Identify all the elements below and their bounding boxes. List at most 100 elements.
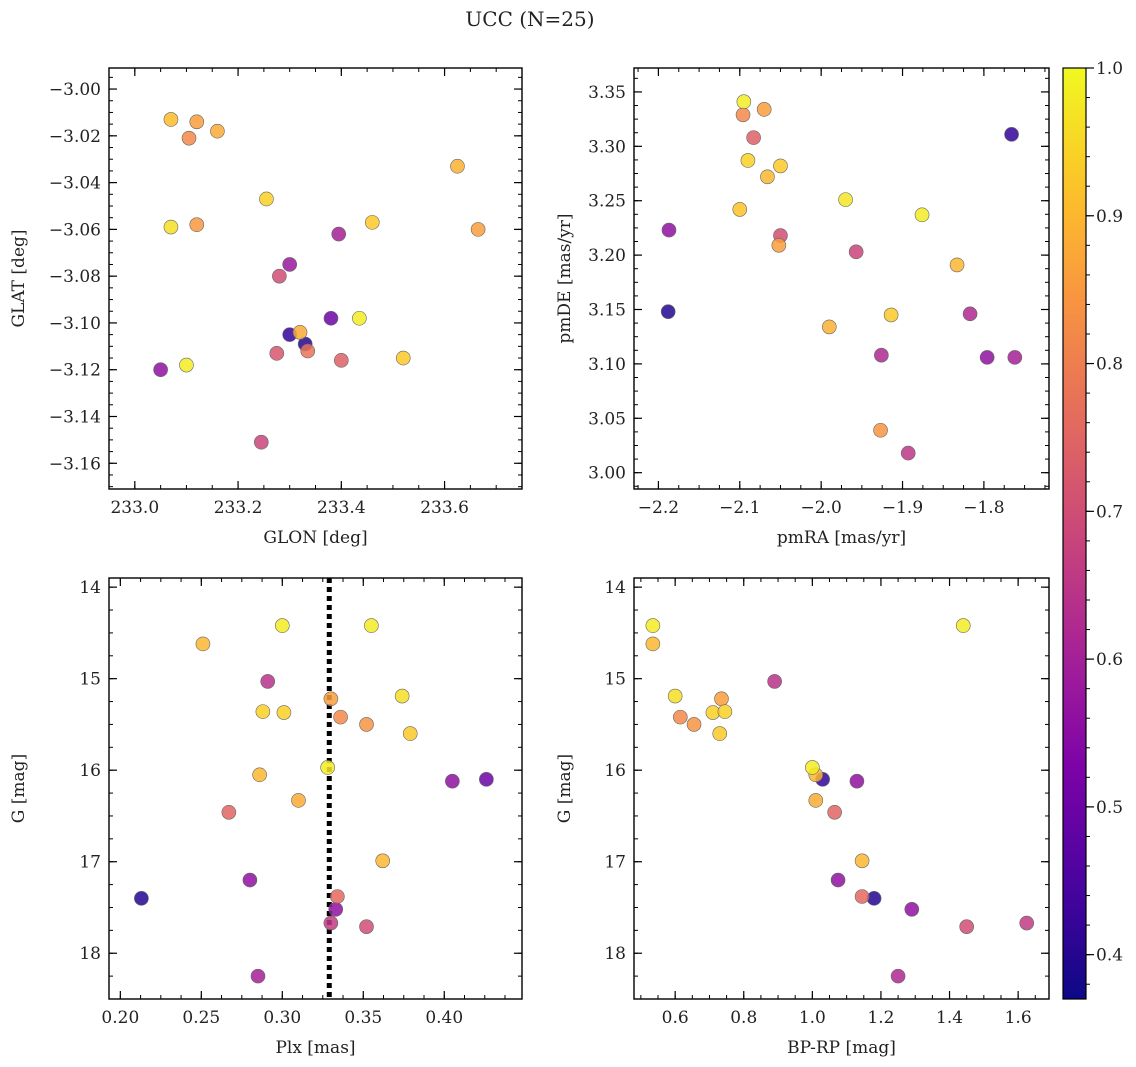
y-tick-label: 3.00 bbox=[588, 464, 626, 484]
scatter-point bbox=[979, 350, 995, 365]
scatter-point bbox=[821, 319, 837, 335]
y-tick-label: 15 bbox=[604, 670, 626, 690]
scatter-point bbox=[259, 191, 274, 207]
scatter-point bbox=[189, 217, 205, 233]
y-tick-label: 3.10 bbox=[588, 355, 626, 375]
y-tick-label: −3.16 bbox=[49, 454, 101, 474]
y-tick-label: −3.02 bbox=[49, 127, 101, 147]
x-tick-label: 1.0 bbox=[799, 1008, 826, 1028]
y-tick-label: −3.04 bbox=[49, 174, 101, 194]
y-axis-label: G [mag] bbox=[555, 754, 575, 823]
scatter-point bbox=[849, 773, 865, 789]
scatter-point bbox=[300, 343, 316, 359]
y-tick-label: −3.12 bbox=[49, 361, 101, 381]
colorbar-tick-label: 0.4 bbox=[1096, 946, 1123, 966]
scatter-point bbox=[195, 636, 211, 652]
y-tick-label: −3.08 bbox=[49, 267, 101, 287]
scatter-point bbox=[394, 688, 410, 704]
scatter-point bbox=[291, 793, 306, 808]
scatter-point bbox=[352, 310, 367, 326]
scatter-point bbox=[359, 717, 374, 732]
scatter-point bbox=[323, 691, 339, 707]
scatter-point bbox=[756, 102, 772, 117]
scatter-point bbox=[827, 804, 842, 820]
scatter-point bbox=[673, 709, 688, 725]
scatter-point bbox=[883, 307, 899, 323]
y-axis-label: pmDE [mas/yr] bbox=[555, 213, 575, 343]
colorbar-tick-label: 0.6 bbox=[1096, 650, 1123, 670]
x-axis-label: pmRA [mas/yr] bbox=[777, 528, 906, 548]
scatter-point bbox=[282, 257, 297, 272]
scatter-point bbox=[331, 226, 347, 242]
scatter-point bbox=[645, 618, 661, 633]
axes-frame bbox=[633, 577, 1050, 1000]
x-axis-label: Plx [mas] bbox=[275, 1038, 355, 1058]
panel-plx-g: 0.20 0.25 0.30 0.35 0.40 14 15 16 17 18 Plx [mas] G… bbox=[9, 577, 523, 1058]
y-tick-label: 3.25 bbox=[588, 192, 626, 212]
x-tick-label: 0.35 bbox=[344, 1008, 382, 1028]
y-tick-label: −3.10 bbox=[49, 314, 101, 334]
y-tick-label: −3.14 bbox=[49, 407, 101, 427]
x-tick-label: 1.2 bbox=[867, 1008, 894, 1028]
scatter-point bbox=[660, 304, 676, 319]
x-tick-label: 1.4 bbox=[936, 1008, 963, 1028]
y-tick-label: 3.15 bbox=[588, 301, 626, 321]
scatter-point bbox=[375, 853, 391, 869]
scatter-point bbox=[163, 112, 179, 127]
scatter-point bbox=[900, 445, 916, 461]
panel-bprp-g: 0.6 0.8 1.0 1.2 1.4 1.6 14 15 16 17 18 BP-RP [mag] G… bbox=[555, 577, 1050, 1058]
scatter-point bbox=[328, 902, 344, 917]
scatter-point bbox=[1004, 127, 1019, 142]
scatter-point bbox=[732, 202, 748, 217]
y-tick-label: 16 bbox=[79, 761, 101, 781]
y-tick-label: −3.06 bbox=[49, 220, 101, 240]
x-tick-label: 233.4 bbox=[317, 498, 366, 518]
x-tick-label: 0.40 bbox=[425, 1008, 463, 1028]
colorbar-tick-label: 0.7 bbox=[1096, 502, 1123, 522]
x-tick-label: −2.2 bbox=[638, 498, 679, 518]
y-axis-label: G [mag] bbox=[9, 754, 29, 823]
y-tick-label: 14 bbox=[79, 578, 101, 598]
scatter-point bbox=[323, 310, 339, 326]
y-tick-label: 3.20 bbox=[588, 246, 626, 266]
scatter-point bbox=[359, 919, 374, 934]
scatter-point bbox=[250, 968, 266, 984]
scatter-point bbox=[272, 268, 287, 284]
scatter-point bbox=[760, 169, 775, 185]
scatter-point bbox=[667, 688, 683, 704]
y-tick-label: 3.35 bbox=[588, 83, 626, 103]
scatter-point bbox=[873, 422, 888, 438]
x-tick-label: 233.2 bbox=[214, 498, 263, 518]
x-tick-label: 1.6 bbox=[1005, 1008, 1032, 1028]
axes-frame bbox=[633, 67, 1050, 490]
scatter-point bbox=[1019, 915, 1035, 931]
y-tick-label: 17 bbox=[79, 853, 101, 873]
scatter-point bbox=[661, 222, 677, 238]
x-tick-label: −2.0 bbox=[801, 498, 842, 518]
scatter-point bbox=[189, 114, 205, 130]
scatter-point bbox=[767, 674, 782, 689]
scatter-point bbox=[645, 636, 661, 652]
scatter-point bbox=[334, 353, 349, 368]
scatter-point bbox=[221, 804, 237, 820]
scatter-point bbox=[959, 919, 974, 934]
scatter-point bbox=[838, 192, 853, 207]
scatter-point bbox=[395, 350, 411, 366]
scatter-point bbox=[805, 760, 820, 775]
x-tick-label: −1.9 bbox=[882, 498, 923, 518]
scatter-point bbox=[854, 889, 870, 904]
x-tick-label: 233.0 bbox=[110, 498, 159, 518]
scatter-point bbox=[854, 853, 870, 869]
scatter-point bbox=[1007, 350, 1023, 365]
scatter-point bbox=[292, 324, 308, 340]
scatter-point bbox=[274, 618, 290, 633]
scatter-point bbox=[686, 717, 702, 732]
x-axis-label: BP-RP [mag] bbox=[787, 1038, 896, 1058]
panel-glon-glat: 233.0 233.2 233.4 233.6 −3.16 −3.14 −3.12 −3.10… bbox=[9, 67, 523, 548]
scatter-point bbox=[479, 772, 494, 787]
scatter-point bbox=[712, 726, 728, 741]
x-tick-label: 0.20 bbox=[101, 1008, 139, 1028]
x-tick-label: −2.1 bbox=[719, 498, 760, 518]
panel-pmra-pmde: −2.2 −2.1 −2.0 −1.9 −1.8 3.00 3.05 3.10 3.15 3.20… bbox=[555, 67, 1050, 548]
